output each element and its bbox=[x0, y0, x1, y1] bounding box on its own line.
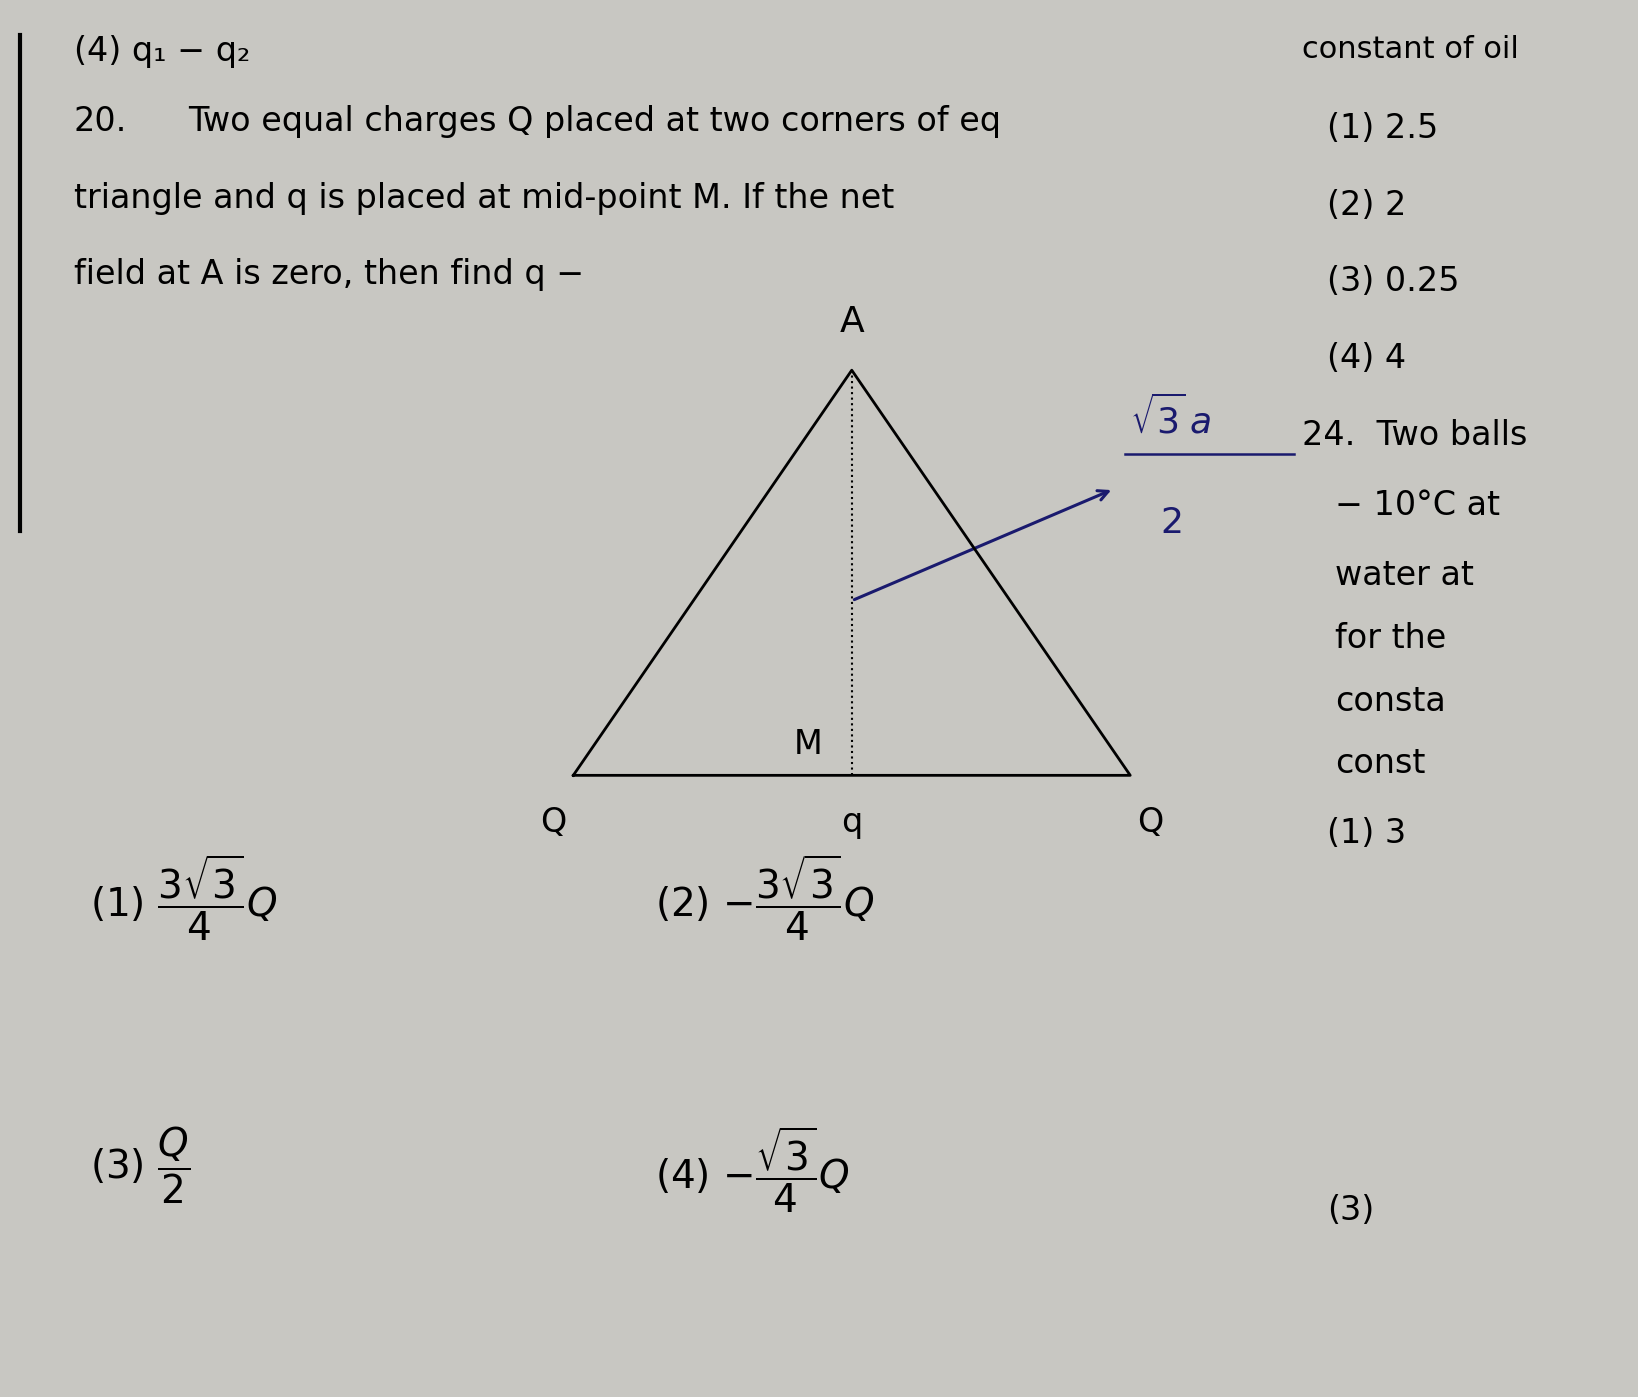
Text: (1) 2.5: (1) 2.5 bbox=[1327, 112, 1438, 145]
Text: M: M bbox=[793, 728, 822, 761]
Text: field at A is zero, then find q −: field at A is zero, then find q − bbox=[74, 258, 585, 292]
Text: $(1)\ \dfrac{3\sqrt{3}}{4}Q$: $(1)\ \dfrac{3\sqrt{3}}{4}Q$ bbox=[90, 852, 277, 943]
Text: $(3)\ \dfrac{Q}{2}$: $(3)\ \dfrac{Q}{2}$ bbox=[90, 1125, 190, 1206]
Text: $\sqrt{3}\,a$: $\sqrt{3}\,a$ bbox=[1130, 395, 1212, 440]
Text: $(2)\ {-}\dfrac{3\sqrt{3}}{4}Q$: $(2)\ {-}\dfrac{3\sqrt{3}}{4}Q$ bbox=[655, 852, 875, 943]
Text: − 10°C at: − 10°C at bbox=[1335, 489, 1500, 522]
Text: (2) 2: (2) 2 bbox=[1327, 189, 1405, 222]
Text: $(4)\ {-}\dfrac{\sqrt{3}}{4}Q$: $(4)\ {-}\dfrac{\sqrt{3}}{4}Q$ bbox=[655, 1125, 850, 1215]
Text: (4) q₁ − q₂: (4) q₁ − q₂ bbox=[74, 35, 251, 68]
Text: water at: water at bbox=[1335, 559, 1474, 592]
Text: Q: Q bbox=[1137, 806, 1163, 840]
Text: consta: consta bbox=[1335, 685, 1446, 718]
Text: constant of oil: constant of oil bbox=[1302, 35, 1518, 64]
Text: Two equal charges Q placed at two corners of eq: Two equal charges Q placed at two corner… bbox=[188, 105, 1001, 138]
Text: for the: for the bbox=[1335, 622, 1446, 655]
Text: (4) 4: (4) 4 bbox=[1327, 342, 1405, 376]
Text: 24.  Two balls: 24. Two balls bbox=[1302, 419, 1528, 453]
Text: $2$: $2$ bbox=[1160, 506, 1183, 539]
Text: (1) 3: (1) 3 bbox=[1327, 817, 1405, 851]
Text: triangle and q is placed at mid-point M. If the net: triangle and q is placed at mid-point M.… bbox=[74, 182, 894, 215]
Text: const: const bbox=[1335, 747, 1425, 781]
Text: A: A bbox=[839, 306, 865, 339]
Text: q: q bbox=[842, 806, 862, 840]
Text: (3) 0.25: (3) 0.25 bbox=[1327, 265, 1459, 299]
Text: (3): (3) bbox=[1327, 1194, 1374, 1228]
Text: Q: Q bbox=[541, 806, 567, 840]
Text: 20.: 20. bbox=[74, 105, 128, 138]
